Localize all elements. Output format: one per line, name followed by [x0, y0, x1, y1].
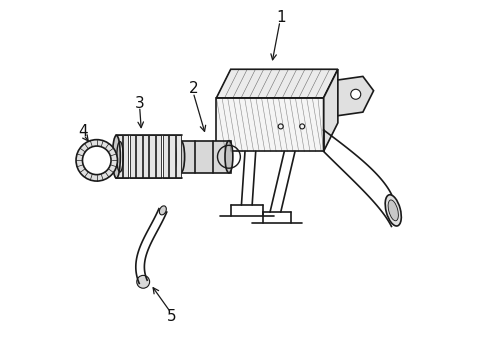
Text: 3: 3: [135, 96, 145, 111]
Ellipse shape: [113, 135, 121, 178]
Text: 2: 2: [188, 81, 198, 96]
Text: 1: 1: [276, 10, 286, 25]
Circle shape: [137, 275, 149, 288]
Text: 5: 5: [167, 309, 176, 324]
Bar: [169, 135, 174, 178]
Ellipse shape: [225, 141, 233, 173]
Bar: [136, 135, 142, 178]
Circle shape: [351, 89, 361, 99]
Polygon shape: [323, 69, 338, 152]
Ellipse shape: [159, 206, 166, 215]
Bar: [143, 135, 148, 178]
Circle shape: [82, 146, 111, 175]
Polygon shape: [217, 98, 323, 152]
Polygon shape: [338, 76, 373, 116]
Ellipse shape: [388, 200, 398, 221]
Ellipse shape: [140, 277, 147, 286]
Bar: [117, 135, 122, 178]
Text: 4: 4: [79, 124, 88, 139]
Bar: [130, 135, 135, 178]
Polygon shape: [181, 141, 231, 173]
Bar: [163, 135, 168, 178]
Bar: [123, 135, 128, 178]
Ellipse shape: [385, 195, 401, 226]
Ellipse shape: [177, 141, 185, 173]
Bar: [156, 135, 161, 178]
Circle shape: [76, 140, 118, 181]
Bar: [176, 135, 181, 178]
Polygon shape: [217, 69, 338, 98]
Bar: [149, 135, 155, 178]
